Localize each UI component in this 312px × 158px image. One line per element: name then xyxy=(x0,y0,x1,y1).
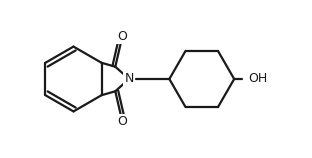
Text: O: O xyxy=(117,115,127,128)
Text: O: O xyxy=(117,30,127,43)
Text: OH: OH xyxy=(248,73,267,85)
Text: N: N xyxy=(124,73,134,85)
